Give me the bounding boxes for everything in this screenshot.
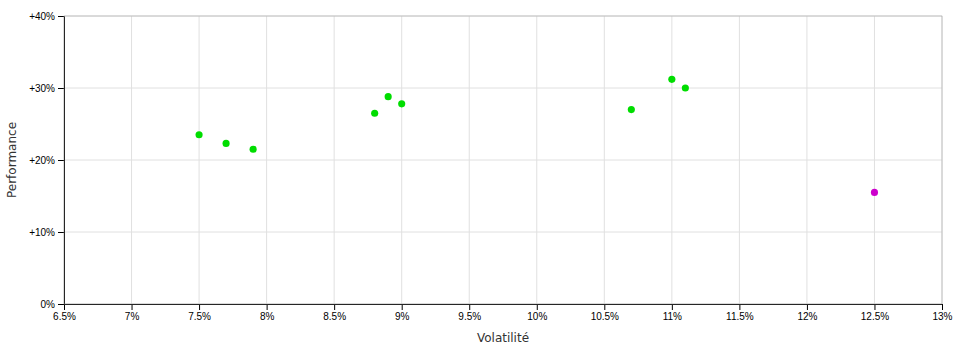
x-tick-label: 11%	[663, 311, 682, 322]
point	[250, 146, 257, 153]
points	[196, 76, 879, 196]
x-tick-label: 9%	[395, 311, 410, 322]
x-tick-mark	[942, 304, 943, 310]
point	[385, 93, 392, 100]
x-tick-label: 12.5%	[861, 311, 889, 322]
x-tick-label: 13%	[932, 311, 952, 322]
x-tick-mark	[132, 304, 133, 310]
point	[682, 84, 689, 91]
x-tick: 13%	[932, 304, 952, 322]
x-tick: 10.5%	[591, 304, 619, 322]
x-tick-mark	[469, 304, 470, 310]
y-tick-mark	[58, 88, 64, 89]
y-tick: +30%	[29, 83, 64, 94]
x-tick-label: 7%	[125, 311, 140, 322]
x-tick-mark	[874, 304, 875, 310]
y-tick-label: +20%	[29, 155, 55, 166]
x-tick: 11.5%	[726, 304, 754, 322]
series	[871, 189, 878, 196]
y-axis-title: Performance	[5, 122, 19, 198]
x-tick-mark	[199, 304, 200, 310]
x-tick-mark	[739, 304, 740, 310]
y-tick-label: 0%	[41, 299, 56, 310]
y-grid-line	[64, 160, 942, 161]
x-tick-mark	[604, 304, 605, 310]
y-tick-mark	[58, 304, 64, 305]
y-tick-label: +10%	[29, 227, 55, 238]
x-tick: 7.5%	[188, 304, 211, 322]
x-axis: 6.5% 7% 7.5% 8% 8.5% 9% 9.5% 10% 10.5% 11% 11.5% 12…	[53, 304, 953, 322]
point	[196, 131, 203, 138]
x-tick-label: 9.5%	[458, 311, 481, 322]
y-tick: +20%	[29, 155, 64, 166]
x-tick: 12%	[797, 304, 817, 322]
x-tick: 12.5%	[861, 304, 889, 322]
x-tick: 7%	[125, 304, 140, 322]
x-tick-label: 7.5%	[188, 311, 211, 322]
point	[628, 106, 635, 113]
x-tick: 11%	[663, 304, 682, 322]
point	[668, 76, 675, 83]
x-tick-label: 8.5%	[323, 311, 346, 322]
chart: 6.5% 7% 7.5% 8% 8.5% 9% 9.5% 10% 10.5% 11% 11.5% 12…	[0, 0, 966, 350]
x-tick-label: 6.5%	[53, 311, 76, 322]
x-axis-title: Volatilité	[477, 331, 529, 345]
x-tick-mark	[672, 304, 673, 310]
x-axis-line	[65, 305, 943, 311]
x-tick-mark	[807, 304, 808, 310]
plot-frame	[64, 16, 942, 304]
x-tick: 8%	[260, 304, 275, 322]
x-tick-label: 8%	[260, 311, 275, 322]
x-tick-label: 10%	[527, 311, 547, 322]
series	[196, 76, 689, 153]
y-grid-line	[64, 232, 942, 233]
point	[398, 100, 405, 107]
y-grid-line	[64, 88, 942, 89]
y-tick-mark	[58, 16, 64, 17]
x-tick-mark	[334, 304, 335, 310]
x-tick: 9.5%	[458, 304, 481, 322]
point	[871, 189, 878, 196]
x-tick-label: 11.5%	[726, 311, 754, 322]
y-tick: 0%	[41, 299, 64, 310]
x-tick: 9%	[395, 304, 410, 322]
y-tick-mark	[58, 232, 64, 233]
x-tick: 6.5%	[53, 304, 76, 322]
x-tick: 8.5%	[323, 304, 346, 322]
plot: 6.5% 7% 7.5% 8% 8.5% 9% 9.5% 10% 10.5% 11% 11.5% 12…	[29, 11, 952, 322]
y-tick: +10%	[29, 227, 64, 238]
y-axis-line	[58, 17, 65, 305]
y-tick: +40%	[29, 11, 64, 22]
x-tick-mark	[402, 304, 403, 310]
point	[371, 110, 378, 117]
x-tick-label: 12%	[797, 311, 817, 322]
x-tick-label: 10.5%	[591, 311, 619, 322]
y-axis: 0% +10% +20% +30% +40%	[29, 11, 64, 310]
grid	[64, 16, 942, 304]
y-tick-mark	[58, 160, 64, 161]
point	[223, 140, 230, 147]
y-tick-label: +30%	[29, 83, 55, 94]
y-tick-label: +40%	[29, 11, 55, 22]
x-tick: 10%	[527, 304, 547, 322]
x-tick-mark	[537, 304, 538, 310]
x-tick-mark	[267, 304, 268, 310]
